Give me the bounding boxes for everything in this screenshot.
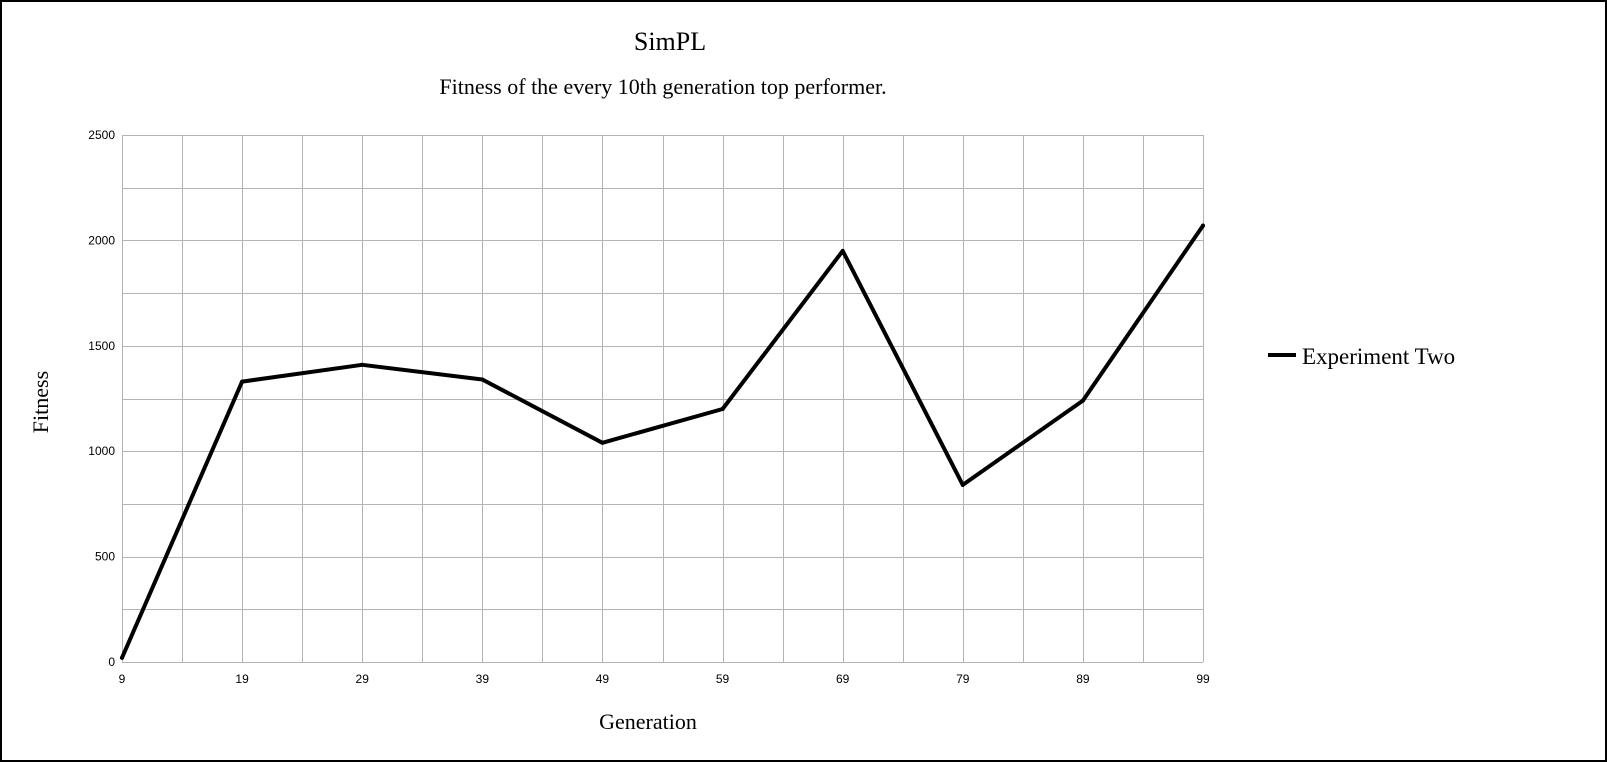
y-tick-label: 1000	[88, 444, 115, 458]
series-line-0	[120, 223, 1205, 660]
x-axis-title: Generation	[599, 709, 697, 734]
data-point	[960, 482, 965, 487]
x-tick-label: 89	[1076, 672, 1090, 686]
x-tick-label: 99	[1196, 672, 1210, 686]
x-tick-label: 19	[235, 672, 249, 686]
chart-title: SimPL	[634, 27, 706, 56]
series-layer	[120, 223, 1205, 660]
data-point	[600, 440, 605, 445]
x-tick-label: 79	[956, 672, 970, 686]
x-tick-label: 59	[716, 672, 730, 686]
data-point	[480, 377, 485, 382]
x-tick-label: 29	[356, 672, 370, 686]
data-point	[360, 362, 365, 367]
x-tick-label: 49	[596, 672, 610, 686]
grid-lines	[122, 135, 1204, 663]
axis-ticks: 0 500 1000 1500 2000 2500 9 19 29 39 49 59 69 79 89 99	[88, 128, 1210, 686]
y-tick-label: 2000	[88, 233, 115, 247]
legend-label-experiment-two: Experiment Two	[1302, 344, 1455, 369]
x-tick-label: 69	[836, 672, 850, 686]
y-axis-title: Fitness	[28, 371, 53, 433]
y-tick-label: 2500	[88, 128, 115, 142]
y-tick-label: 500	[95, 550, 115, 564]
x-tick-label: 9	[119, 672, 126, 686]
y-tick-label: 0	[108, 655, 115, 669]
y-tick-label: 1500	[88, 339, 115, 353]
data-point	[240, 379, 245, 384]
chart-subtitle: Fitness of the every 10th generation top…	[439, 74, 886, 99]
data-point	[840, 248, 845, 253]
data-point	[1080, 398, 1085, 403]
legend: Experiment Two	[1268, 344, 1455, 369]
data-point	[120, 655, 124, 660]
x-tick-label: 39	[476, 672, 490, 686]
data-point	[1201, 223, 1205, 228]
data-point	[720, 407, 725, 412]
